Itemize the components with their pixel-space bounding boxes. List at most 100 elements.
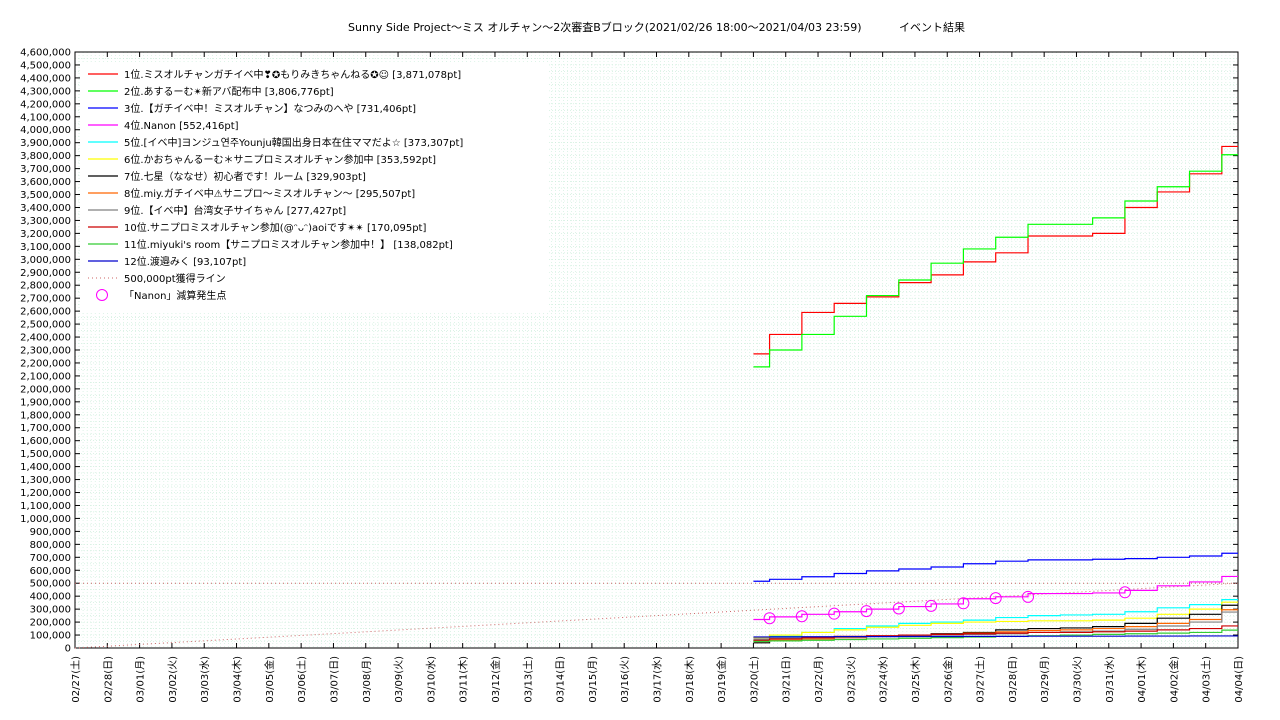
y-tick-label: 500,000 <box>30 579 71 590</box>
legend-label: 500,000pt獲得ライン <box>124 272 226 285</box>
x-tick-label: 02/28(日) <box>103 656 114 703</box>
x-tick-label: 03/24(水) <box>878 656 890 703</box>
x-tick-label: 03/22(月) <box>813 656 825 703</box>
event-marker <box>957 597 970 610</box>
y-tick-label: 1,000,000 <box>20 514 71 525</box>
x-tick-label: 03/06(土) <box>295 656 308 703</box>
series-line-2 <box>753 154 1238 368</box>
y-tick-label: 700,000 <box>30 553 71 564</box>
series-line-3 <box>753 552 1238 582</box>
event-markers <box>763 586 1131 625</box>
x-tick-label: 03/25(木) <box>910 656 922 703</box>
x-tick-label: 03/11(木) <box>458 656 470 703</box>
x-tick-label: 04/01(木) <box>1136 656 1148 703</box>
x-tick-label: 04/03(土) <box>1200 656 1213 703</box>
legend-label: 3位.【ガチイベ中！ミスオルチャン】なつみのへや [731,406pt] <box>124 102 416 115</box>
y-tick-label: 2,000,000 <box>20 384 71 395</box>
axes: 0 100,000 200,000 300,000 400,000 500,000 600,… <box>20 48 1245 703</box>
series-line-6 <box>753 601 1238 639</box>
legend-label: 8位.miy.ガチイベ中⚠サニプロ〜ミスオルチャン〜 [295,507pt] <box>124 187 415 200</box>
y-tick-label: 4,500,000 <box>20 60 71 71</box>
x-tick-label: 03/27(土) <box>974 656 987 703</box>
legend-label: 9位.【イベ中】台湾女子サイちゃん [277,427pt] <box>124 204 346 217</box>
series-line-4 <box>753 575 1238 621</box>
x-tick-label: 04/02(金) <box>1167 656 1180 703</box>
y-tick-label: 1,500,000 <box>20 449 71 460</box>
y-tick-label: 3,000,000 <box>20 255 71 266</box>
legend-marker <box>96 289 108 301</box>
y-tick-label: 1,900,000 <box>20 397 71 408</box>
legend-label: 12位.渡邉みく [93,107pt] <box>124 255 246 268</box>
x-tick-label: 03/16(火) <box>619 656 631 703</box>
legend-label: 1位.ミスオルチャンガチイベ中❣✪もりみきちゃんねる✪☺ [3,871,078p… <box>124 68 461 81</box>
event-marker <box>925 599 938 612</box>
x-tick-label: 03/09(火) <box>393 656 405 703</box>
y-tick-label: 1,700,000 <box>20 423 71 434</box>
x-tick-label: 03/08(月) <box>361 656 373 703</box>
legend-label: 「Nanon」減算発生点 <box>124 289 226 302</box>
x-tick-label: 03/03(水) <box>199 656 211 703</box>
x-tick-label: 03/01(月) <box>135 656 147 703</box>
x-tick-label: 03/23(火) <box>845 656 857 703</box>
y-tick-label: 2,900,000 <box>20 268 71 279</box>
chart-title: Sunny Side Project～ミス オルチャン～2次審査Bブロック(20… <box>348 20 862 34</box>
legend: 1位.ミスオルチャンガチイベ中❣✪もりみきちゃんねる✪☺ [3,871,078p… <box>80 64 548 312</box>
y-tick-label: 2,600,000 <box>20 307 71 318</box>
y-tick-label: 100,000 <box>30 631 71 642</box>
x-tick-label: 03/13(土) <box>521 656 534 703</box>
y-tick-label: 1,800,000 <box>20 410 71 421</box>
y-tick-label: 1,300,000 <box>20 475 71 486</box>
y-tick-label: 3,900,000 <box>20 138 71 149</box>
legend-label: 4位.Nanon [552,416pt] <box>124 119 239 132</box>
x-tick-label: 03/14(日) <box>556 656 567 703</box>
x-tick-label: 04/04(日) <box>1234 656 1245 703</box>
y-tick-label: 3,800,000 <box>20 151 71 162</box>
x-tick-label: 03/20(土) <box>747 656 760 703</box>
x-tick-label: 03/31(水) <box>1104 656 1116 703</box>
y-tick-label: 2,200,000 <box>20 358 71 369</box>
x-tick-label: 03/28(日) <box>1008 656 1019 703</box>
x-tick-label: 03/18(木) <box>684 656 696 703</box>
x-tick-label: 03/21(日) <box>782 656 793 703</box>
y-tick-label: 2,700,000 <box>20 294 71 305</box>
legend-label: 2位.あするーむ✴新アバ配布中 [3,806,776pt] <box>124 85 334 98</box>
event-marker <box>795 610 808 623</box>
y-tick-label: 4,100,000 <box>20 112 71 123</box>
x-tick-label: 03/15(月) <box>587 656 599 703</box>
series-line-12 <box>753 635 1238 638</box>
x-tick-label: 03/26(金) <box>941 656 954 703</box>
y-tick-label: 900,000 <box>30 527 71 538</box>
y-tick-label: 4,000,000 <box>20 125 71 136</box>
y-tick-label: 300,000 <box>30 605 71 616</box>
series-lines <box>753 145 1238 644</box>
y-tick-label: 4,300,000 <box>20 86 71 97</box>
y-tick-label: 1,200,000 <box>20 488 71 499</box>
y-tick-label: 200,000 <box>30 618 71 629</box>
x-tick-label: 03/07(日) <box>329 656 340 703</box>
y-tick-label: 3,400,000 <box>20 203 71 214</box>
x-tick-label: 02/27(土) <box>69 656 82 703</box>
event-marker <box>828 607 841 620</box>
y-tick-label: 2,500,000 <box>20 320 71 331</box>
y-tick-label: 2,300,000 <box>20 346 71 357</box>
chart-subtitle: イベント結果 <box>899 20 965 34</box>
legend-label: 6位.かおちゃんるーむ＊サニプロミスオルチャン参加中 [353,592pt] <box>124 153 436 166</box>
event-marker <box>860 605 873 618</box>
y-tick-label: 2,100,000 <box>20 371 71 382</box>
y-tick-label: 3,300,000 <box>20 216 71 227</box>
legend-label: 7位.七星（ななせ）初心者です！ルーム [329,903pt] <box>124 170 366 183</box>
y-tick-label: 3,200,000 <box>20 229 71 240</box>
y-tick-label: 800,000 <box>30 540 71 551</box>
y-tick-label: 1,600,000 <box>20 436 71 447</box>
y-tick-label: 0 <box>65 644 71 655</box>
y-tick-label: 4,600,000 <box>20 48 71 59</box>
event-marker <box>892 602 905 615</box>
y-tick-label: 3,700,000 <box>20 164 71 175</box>
x-tick-label: 03/10(水) <box>425 656 437 703</box>
legend-label: 11位.miyuki's room【サニプロミスオルチャン参加中！】 [138,… <box>124 238 453 251</box>
y-tick-label: 2,800,000 <box>20 281 71 292</box>
event-marker <box>1118 586 1131 599</box>
x-tick-label: 03/29(月) <box>1039 656 1051 703</box>
x-tick-label: 03/30(火) <box>1071 656 1083 703</box>
